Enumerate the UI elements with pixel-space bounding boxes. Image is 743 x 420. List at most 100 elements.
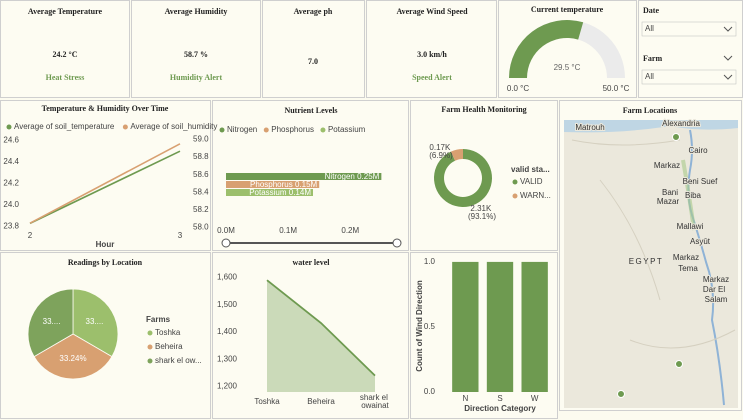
bar [226, 189, 313, 196]
legend-label: Nitrogen [227, 125, 257, 134]
legend-label: VALID [520, 177, 543, 186]
x-axis-label: Hour [96, 240, 115, 249]
kpi-title: Average ph [294, 7, 333, 16]
x-tick-label: Beheira [307, 397, 335, 406]
x-tick-label: 0.2M [341, 226, 359, 235]
slice-label: 0.17K (6.9%) [429, 143, 453, 160]
dropdown[interactable] [641, 69, 737, 85]
y-tick-label: 1,500 [217, 300, 238, 309]
legend-swatch [147, 358, 153, 364]
y2-tick-label: 58.2 [193, 205, 209, 214]
kpi-title: Average Wind Speed [396, 7, 468, 16]
y2-tick-label: 58.4 [193, 187, 209, 196]
x-tick-label: N [462, 394, 468, 403]
legend-label: Beheira [155, 342, 183, 351]
kpi-value: 58.7 % [184, 50, 208, 59]
y-tick-label: 24.2 [3, 179, 19, 188]
pie-slice [33, 333, 113, 380]
map-label: Beni Suef [683, 177, 718, 186]
y-axis-label: Count of Wind Direction [415, 280, 424, 372]
chart-card [0, 100, 211, 251]
map-point [672, 133, 680, 141]
legend-swatch [512, 193, 518, 199]
legend-label: WARN... [520, 191, 551, 200]
kpi-card [366, 0, 497, 98]
legend-label: shark el ow... [155, 356, 202, 365]
map-label: Markaz [673, 253, 699, 262]
chart-title: Farm Locations [623, 106, 677, 115]
map-label: Markaz [703, 275, 729, 284]
kpi-card [131, 0, 261, 98]
x-axis-label: Direction Category [464, 404, 536, 413]
dropdown-chevron[interactable] [723, 26, 733, 32]
filter-label: Date [643, 6, 659, 15]
dropdown-value[interactable]: All [645, 24, 654, 33]
kpi-status: Humidity Alert [170, 73, 223, 82]
map-label: Salam [705, 295, 728, 304]
slice-label: 33.24% [59, 354, 86, 363]
kpi-value: 24.2 °C [53, 50, 78, 59]
area-line [266, 279, 376, 377]
x-tick-label: 3 [178, 231, 183, 240]
gauge-label: 29.5 °C [554, 63, 581, 72]
chart-title: Farm Health Monitoring [441, 105, 526, 114]
slider-handle[interactable] [221, 238, 231, 248]
map-label: Mallawi [677, 222, 704, 231]
x-tick-label: 0.1M [279, 226, 297, 235]
kpi-value: 3.0 km/h [417, 50, 447, 59]
slider-handle[interactable] [392, 238, 402, 248]
dropdown-chevron[interactable] [723, 74, 733, 80]
map-label: EGYPT [629, 257, 664, 266]
x-tick-label: Toshka [254, 397, 280, 406]
legend-title: Farms [146, 315, 171, 324]
y-tick-label: 23.8 [3, 222, 19, 231]
y-tick-label: 0.0 [424, 387, 436, 396]
kpi-title: Average Temperature [28, 7, 103, 16]
area-fill [267, 280, 375, 392]
map-label: Asyūt [690, 237, 711, 246]
pie-slice [27, 288, 74, 358]
chart-title: water level [293, 258, 331, 267]
bar [452, 261, 479, 392]
legend-swatch [263, 127, 269, 133]
kpi-card [262, 0, 365, 98]
map-point [617, 390, 625, 398]
map-label: Markaz [654, 161, 680, 170]
map-label: Matrouh [575, 123, 604, 132]
chart-title: Readings by Location [68, 258, 143, 267]
line-series [29, 150, 181, 225]
bar-label: Potassium 0.14M [249, 188, 311, 197]
y-tick-label: 1,600 [217, 273, 238, 282]
map-land [564, 120, 738, 408]
pie-slice [72, 288, 119, 358]
y2-tick-label: 58.6 [193, 170, 209, 179]
map-road [571, 139, 736, 349]
filter-card [638, 0, 743, 98]
filter-label: Farm [643, 54, 662, 63]
line-series [29, 143, 181, 224]
legend-label: Phosphorus [271, 125, 314, 134]
dropdown[interactable] [641, 21, 737, 37]
y-tick-label: 0.5 [424, 322, 436, 331]
slice-label: 33.... [43, 317, 61, 326]
bar [226, 173, 382, 180]
map-label: Bani [662, 188, 678, 197]
gauge-tick-label: 0.0 °C [507, 84, 530, 93]
bar-label: Phosphorus 0.15M [250, 180, 317, 189]
dropdown-value[interactable]: All [645, 72, 654, 81]
gauge-value [509, 20, 584, 78]
bar-label: Nitrogen 0.25M [325, 172, 380, 181]
legend-swatch [122, 124, 128, 130]
bar [226, 181, 320, 188]
legend-label: Average of soil_temperature [14, 122, 115, 131]
x-tick-label: S [497, 394, 502, 403]
legend-swatch [219, 127, 225, 133]
dropdown-chevron[interactable] [723, 55, 733, 61]
chart-title: Nutrient Levels [284, 106, 337, 115]
x-tick-label: 0.0M [217, 226, 235, 235]
map-point [675, 360, 683, 368]
legend-swatch [147, 330, 153, 336]
kpi-status: Heat Stress [46, 73, 85, 82]
map-label: Cairo [688, 146, 708, 155]
